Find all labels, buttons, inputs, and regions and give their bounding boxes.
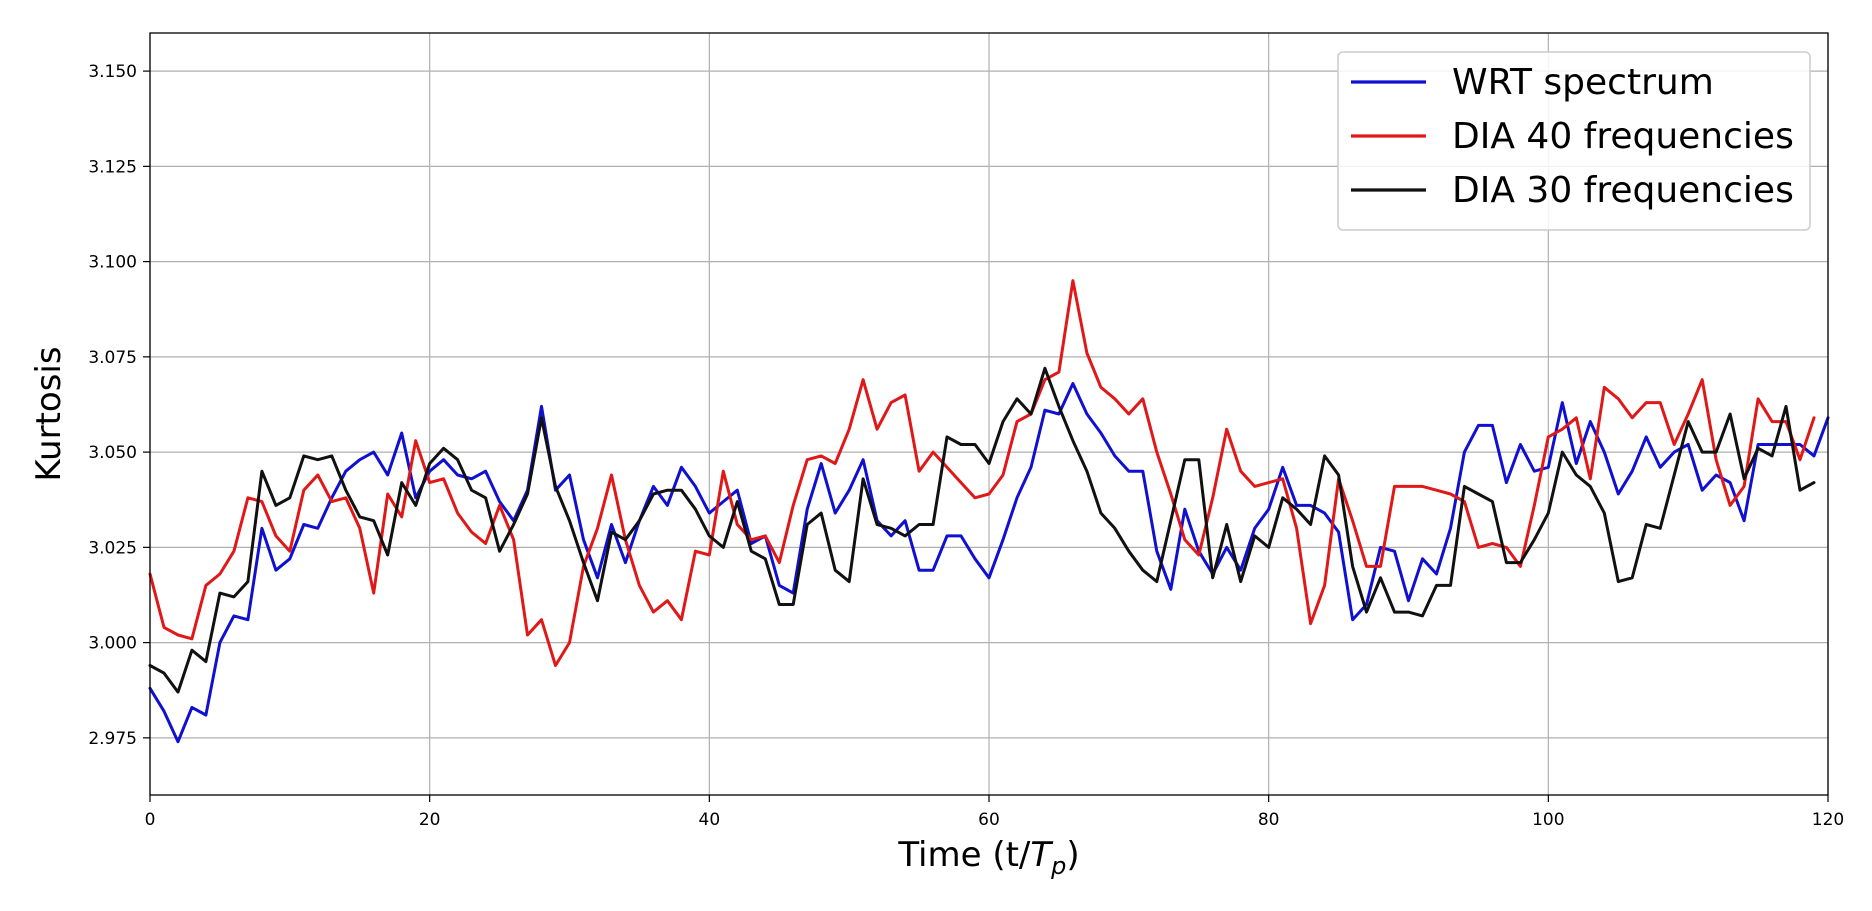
y-axis-title: Kurtosis xyxy=(29,346,69,481)
x-tick-label: 120 xyxy=(1812,810,1844,830)
legend-label-3: DIA 30 frequencies xyxy=(1452,170,1794,211)
x-tick-label: 20 xyxy=(419,810,441,830)
y-tick-label: 3.100 xyxy=(88,253,137,273)
y-tick-label: 3.050 xyxy=(88,443,137,463)
legend: WRT spectrum DIA 40 frequencies DIA 30 fre… xyxy=(1337,51,1811,231)
x-tick-label: 80 xyxy=(1258,810,1280,830)
y-tick-label: 3.075 xyxy=(88,348,137,368)
legend-label-2: DIA 40 frequencies xyxy=(1452,116,1794,157)
series-line-2 xyxy=(148,279,1816,667)
series-line-1 xyxy=(148,382,1830,744)
y-tick-label: 3.125 xyxy=(88,157,137,177)
x-axis-title-close: ) xyxy=(1066,835,1079,875)
x-tick-label: 60 xyxy=(978,810,1000,830)
x-axis-title: Time (t/Tp) xyxy=(897,835,1079,880)
x-tick-label: 40 xyxy=(699,810,721,830)
y-tick-label: 3.000 xyxy=(88,634,137,654)
y-tick-label: 3.150 xyxy=(88,62,137,82)
x-axis-title-subscript: p xyxy=(1050,852,1066,880)
series-layer xyxy=(148,279,1830,744)
y-tick-label: 2.975 xyxy=(88,729,137,749)
legend-box xyxy=(1337,51,1811,231)
x-tick-label: 100 xyxy=(1532,810,1564,830)
y-tick-label: 3.025 xyxy=(88,538,137,558)
x-tick-label: 0 xyxy=(145,810,156,830)
series-line-3 xyxy=(148,366,1816,694)
legend-label-1: WRT spectrum xyxy=(1452,62,1714,103)
x-axis-title-text: Time (t/ xyxy=(897,835,1031,875)
axis-ticks: 0 20 40 60 80 100 120 2.975 3.000 3.025 3.050 3.075… xyxy=(88,62,1844,830)
x-axis-title-math: T xyxy=(1030,835,1053,875)
